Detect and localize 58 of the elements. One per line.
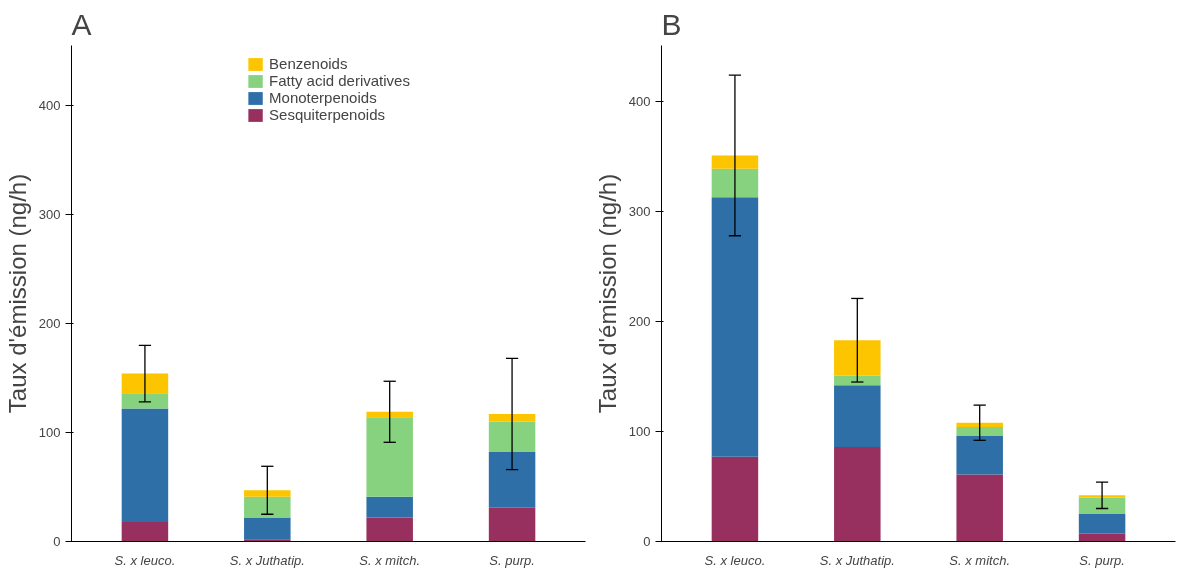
y-axis-title: Taux d'émission (ng/h) (593, 173, 621, 414)
legend-label: Monoterpenoids (269, 89, 377, 106)
legend-label: Benzenoids (269, 55, 348, 72)
bar (711, 155, 759, 169)
bar (711, 168, 759, 198)
chart-title: A (71, 7, 92, 41)
bar (244, 539, 291, 542)
y-tick-label: 200 (38, 315, 61, 331)
y-tick-label: 100 (628, 424, 651, 440)
bar (121, 393, 169, 409)
bar (244, 490, 291, 497)
bar (121, 408, 169, 522)
bar (488, 413, 536, 422)
bar (366, 496, 413, 518)
bar (834, 446, 881, 542)
bar (956, 435, 1003, 475)
y-tick-label: 100 (38, 424, 61, 440)
chart-title: B (661, 7, 682, 41)
bar (956, 474, 1003, 542)
x-tick-label: S. x leuco. (704, 552, 766, 568)
bar (121, 521, 169, 542)
y-tick-label: 200 (628, 314, 651, 330)
x-tick-label: S. x mitch. (359, 552, 421, 568)
bar (1078, 497, 1126, 515)
y-tick-label: 300 (38, 206, 61, 222)
y-tick-label: 300 (628, 204, 651, 220)
y-tick-label: 0 (53, 534, 61, 549)
bar (834, 340, 881, 376)
bar (834, 385, 881, 447)
bar (244, 496, 291, 518)
bar (711, 197, 759, 457)
x-tick-label: S. x leuco. (114, 552, 176, 568)
bar (1078, 495, 1126, 498)
bar (711, 456, 759, 542)
bar (366, 517, 413, 542)
bar (488, 507, 536, 542)
x-tick-label: S. x Juthatip. (819, 552, 895, 568)
bar (121, 373, 169, 394)
legend-label: Fatty acid derivatives (269, 72, 410, 89)
y-tick-label: 400 (38, 97, 61, 113)
y-tick-label: 0 (643, 534, 651, 549)
bar (1078, 533, 1126, 542)
bar (488, 452, 536, 508)
legend-label: Sesquiterpenoids (269, 106, 385, 123)
bar (244, 517, 291, 540)
bar (1078, 514, 1126, 534)
x-tick-label: S. purp. (489, 552, 535, 568)
y-axis-title: Taux d'émission (ng/h) (3, 173, 31, 414)
x-tick-label: S. purp. (1079, 552, 1125, 568)
bar (956, 427, 1003, 436)
bar (366, 417, 413, 497)
x-tick-label: S. x mitch. (949, 552, 1011, 568)
y-tick-label: 400 (628, 94, 651, 110)
bar (834, 375, 881, 386)
x-tick-label: S. x Juthatip. (229, 552, 305, 568)
bar (366, 411, 413, 418)
bar (488, 421, 536, 453)
bar (956, 422, 1003, 428)
